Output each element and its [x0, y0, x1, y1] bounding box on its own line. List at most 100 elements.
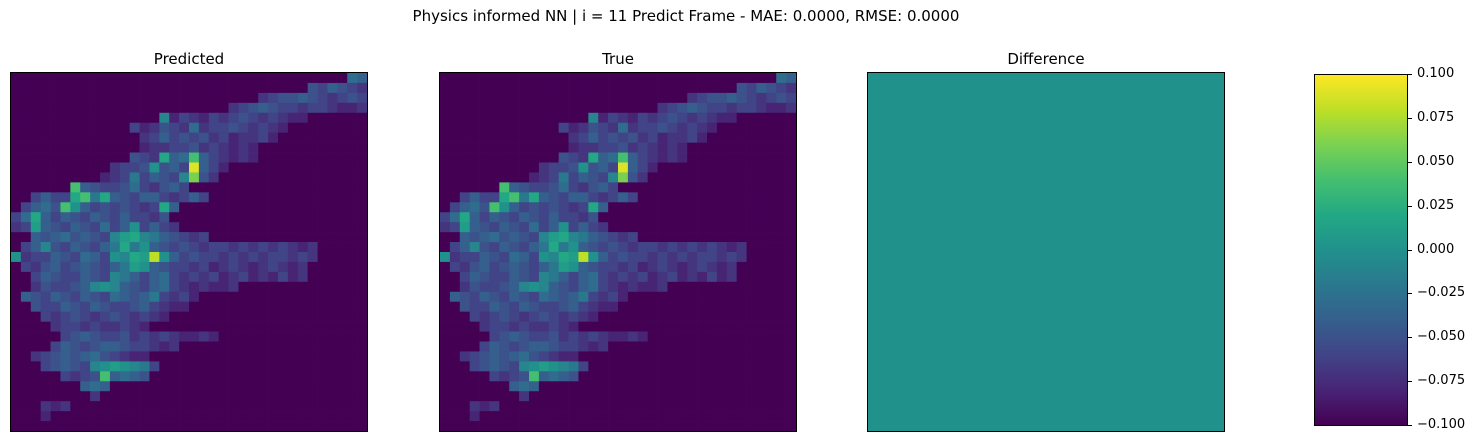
true-cell	[449, 162, 461, 173]
true-cell	[707, 421, 718, 431]
predicted-cell	[149, 172, 160, 183]
true-cell	[746, 252, 757, 263]
predicted-cell	[278, 271, 289, 283]
true-cell	[588, 271, 599, 283]
predicted-cell	[169, 202, 180, 213]
true-cell	[647, 82, 658, 94]
predicted-cell	[258, 122, 269, 134]
true-cell	[598, 341, 609, 352]
predicted-cell	[30, 391, 42, 402]
true-cell	[469, 132, 480, 143]
true-cell	[776, 291, 787, 303]
true-cell	[707, 271, 718, 283]
true-cell	[677, 261, 688, 273]
predicted-cell	[228, 232, 239, 243]
true-cell	[707, 321, 718, 332]
predicted-cell	[258, 351, 269, 362]
predicted-cell	[268, 301, 279, 313]
predicted-cell	[189, 261, 200, 273]
true-cell	[677, 421, 688, 431]
true-cell	[707, 162, 718, 173]
predicted-cell	[100, 142, 111, 153]
predicted-cell	[347, 301, 358, 313]
predicted-cell	[119, 92, 131, 104]
true-cell	[786, 421, 796, 431]
true-cell	[489, 242, 500, 253]
predicted-cell	[11, 341, 22, 352]
predicted-cell	[238, 351, 249, 362]
true-cell	[637, 232, 649, 243]
true-cell	[479, 351, 490, 362]
predicted-cell	[80, 331, 91, 342]
predicted-cell	[139, 232, 150, 243]
true-cell	[529, 361, 540, 372]
true-cell	[736, 142, 747, 153]
true-cell	[509, 192, 520, 203]
predicted-cell	[40, 172, 51, 183]
true-cell	[588, 252, 599, 263]
predicted-cell	[278, 371, 289, 382]
predicted-cell	[70, 162, 81, 173]
predicted-cell	[129, 331, 140, 342]
true-cell	[449, 242, 461, 253]
predicted-cell	[307, 401, 318, 412]
predicted-cell	[337, 252, 348, 263]
predicted-cell	[40, 391, 51, 402]
true-cell	[756, 371, 767, 382]
predicted-cell	[287, 152, 299, 163]
true-cell	[598, 421, 609, 431]
predicted-cell	[50, 271, 61, 283]
true-cell	[667, 351, 678, 362]
predicted-cell	[30, 132, 42, 143]
predicted-cell	[238, 232, 249, 243]
predicted-cell	[109, 311, 121, 322]
predicted-cell	[70, 271, 81, 283]
predicted-cell	[357, 182, 367, 193]
true-cell	[776, 341, 787, 352]
true-cell	[529, 331, 540, 342]
predicted-cell	[317, 122, 328, 134]
true-cell	[509, 261, 520, 273]
true-cell	[538, 401, 550, 412]
predicted-cell	[179, 102, 190, 114]
true-cell	[519, 421, 530, 431]
predicted-cell	[268, 122, 279, 134]
true-cell	[707, 351, 718, 362]
true-cell	[697, 391, 708, 402]
predicted-cell	[40, 222, 51, 233]
true-cell	[667, 212, 678, 223]
true-cell	[598, 152, 609, 163]
predicted-cell	[327, 401, 338, 412]
predicted-cell	[149, 212, 160, 223]
true-cell	[509, 112, 520, 124]
predicted-cell	[297, 112, 309, 124]
true-cell	[707, 381, 718, 392]
true-cell	[786, 252, 796, 263]
predicted-cell	[238, 371, 249, 382]
predicted-cell	[198, 152, 210, 163]
predicted-cell	[60, 381, 71, 392]
true-cell	[786, 351, 796, 362]
predicted-cell	[297, 261, 309, 273]
true-cell	[459, 162, 471, 173]
predicted-cell	[60, 351, 71, 362]
true-cell	[647, 351, 658, 362]
true-cell	[746, 182, 757, 193]
true-cell	[568, 232, 579, 243]
predicted-cell	[179, 202, 190, 213]
true-cell	[449, 281, 461, 293]
true-cell	[716, 242, 728, 253]
predicted-cell	[149, 182, 160, 193]
true-cell	[677, 291, 688, 303]
colorbar-tick-mark	[1407, 205, 1412, 207]
predicted-cell	[297, 82, 309, 94]
predicted-cell	[307, 73, 318, 84]
predicted-cell	[258, 311, 269, 322]
predicted-cell	[11, 232, 22, 243]
true-cell	[716, 202, 728, 213]
true-cell	[687, 152, 698, 163]
predicted-cell	[278, 291, 289, 303]
true-cell	[489, 361, 500, 372]
predicted-cell	[258, 112, 269, 124]
true-cell	[716, 401, 728, 412]
